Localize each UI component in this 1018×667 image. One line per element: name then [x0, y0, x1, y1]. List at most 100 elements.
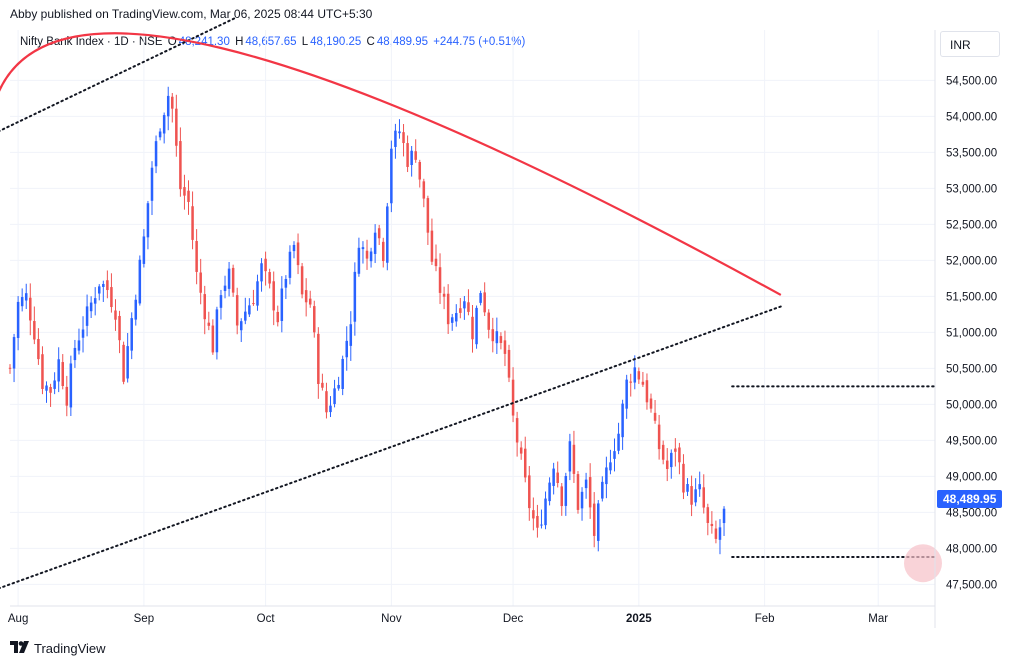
- tradingview-logo-icon[interactable]: [10, 641, 30, 656]
- candle-body: [162, 115, 166, 134]
- candle: [426, 195, 430, 246]
- candle: [179, 127, 182, 197]
- candle: [276, 305, 280, 327]
- candle-body: [235, 295, 239, 326]
- candle: [248, 298, 251, 317]
- candle-body: [69, 363, 73, 408]
- candle-body: [313, 306, 316, 333]
- candle: [85, 294, 89, 337]
- currency-button[interactable]: INR: [940, 31, 1000, 57]
- candle: [584, 472, 588, 499]
- candle-body: [73, 347, 77, 361]
- close-label: C: [366, 36, 375, 48]
- candle: [325, 382, 328, 419]
- candle: [77, 328, 81, 355]
- candle-body: [142, 236, 146, 264]
- candle-body: [605, 467, 608, 485]
- candle: [321, 373, 324, 391]
- candle: [718, 519, 722, 555]
- candle: [41, 346, 44, 395]
- candle-body: [588, 477, 592, 508]
- candle-body: [572, 444, 576, 474]
- candle: [187, 180, 190, 215]
- high-label: H: [235, 36, 244, 48]
- candle-body: [341, 358, 344, 389]
- candle-body: [499, 336, 503, 343]
- candle-body: [580, 491, 584, 509]
- candle-body: [661, 444, 665, 460]
- candle: [239, 318, 243, 343]
- candle: [260, 258, 263, 292]
- candle: [694, 478, 697, 507]
- candle-body: [633, 367, 637, 383]
- candle-body: [264, 258, 267, 272]
- candle-body: [114, 310, 117, 320]
- candle: [410, 145, 413, 177]
- candle-body: [418, 162, 422, 180]
- candle: [227, 261, 231, 297]
- candle: [629, 373, 632, 397]
- change-value: +244.75 (+0.51%): [433, 36, 526, 48]
- candle-body: [154, 141, 158, 167]
- candle-body: [450, 317, 454, 323]
- time-axis: Aug Sep Oct Nov Dec 2025 Feb Mar: [8, 605, 935, 625]
- candle-body: [329, 405, 332, 413]
- candle: [455, 304, 458, 327]
- candle-body: [471, 316, 474, 340]
- footer-brand: TradingView: [34, 641, 106, 657]
- candle-body: [556, 472, 559, 483]
- candle-body: [678, 447, 681, 463]
- candle: [8, 364, 12, 374]
- candle-body: [487, 312, 490, 330]
- candle-body: [308, 298, 312, 305]
- candle: [467, 289, 470, 316]
- candle: [605, 456, 608, 499]
- candle-body: [171, 96, 174, 109]
- candle-body: [102, 283, 105, 287]
- candle: [422, 178, 426, 208]
- candle-body: [532, 510, 535, 519]
- candle: [597, 500, 600, 552]
- candle-body: [353, 271, 357, 322]
- candle: [495, 317, 499, 354]
- candle: [122, 341, 125, 385]
- candle-body: [722, 508, 726, 524]
- candle-body: [690, 486, 693, 505]
- candle: [69, 355, 73, 417]
- candle-body: [714, 528, 718, 539]
- candle-body: [304, 290, 308, 303]
- price-tick-label: 53,500.00: [946, 147, 997, 159]
- time-tick-label: Nov: [381, 613, 402, 625]
- candle-body: [130, 318, 133, 351]
- candle: [519, 441, 523, 460]
- symbol-name[interactable]: Nifty Bank Index · 1D · NSE: [20, 36, 163, 48]
- candle-body: [248, 305, 251, 315]
- candle: [183, 174, 186, 210]
- candle-body: [211, 325, 215, 353]
- candle: [580, 487, 584, 521]
- candle-body: [89, 302, 93, 312]
- candle: [288, 245, 292, 285]
- candle-body: [381, 241, 385, 262]
- candle-body: [187, 190, 190, 202]
- candle-body: [49, 387, 52, 393]
- candle: [142, 229, 146, 268]
- candle: [345, 326, 348, 371]
- candle-body: [463, 301, 466, 309]
- candle-body: [199, 272, 202, 293]
- candle: [341, 355, 344, 396]
- candle-body: [670, 452, 673, 468]
- price-tick-label: 48,500.00: [946, 507, 997, 519]
- candle: [390, 140, 393, 213]
- candle-body: [511, 379, 515, 416]
- candle-body: [560, 486, 564, 507]
- candle: [329, 396, 332, 418]
- time-tick-label: 2025: [626, 613, 652, 625]
- candle: [617, 422, 620, 455]
- candle: [665, 448, 669, 482]
- candle-body: [682, 463, 685, 493]
- candle: [150, 161, 154, 216]
- candle-body: [118, 315, 121, 341]
- candle: [171, 93, 174, 123]
